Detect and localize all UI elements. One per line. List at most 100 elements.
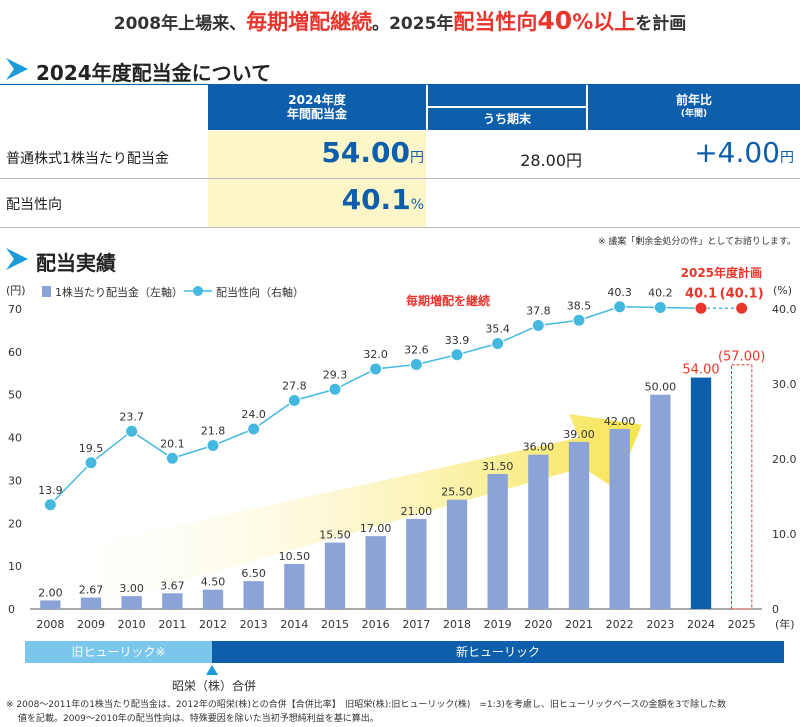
annual-dividend-number: 54.00 xyxy=(321,136,410,169)
x-tick-label: 2015 xyxy=(321,618,349,631)
x-tick-label: 2011 xyxy=(158,618,186,631)
payout-ratio-point xyxy=(84,456,98,470)
x-tick-label: 2024 xyxy=(687,618,715,631)
payout-ratio-point xyxy=(450,348,464,362)
bar xyxy=(446,499,468,609)
right-tick-label: 20.0 xyxy=(772,453,797,466)
bar-value-label: 50.00 xyxy=(645,381,677,394)
x-tick-label: 2016 xyxy=(362,618,390,631)
legend-line-marker xyxy=(193,286,203,296)
bar-value-label: 21.00 xyxy=(401,505,433,518)
x-tick-label: 2009 xyxy=(77,618,105,631)
row-label-dividend: 普通株式1株当たり配当金 xyxy=(6,151,169,167)
payout-ratio-point xyxy=(531,319,545,332)
headline-emphasis-4: %以上 xyxy=(572,10,636,34)
bar-value-label: 10.50 xyxy=(279,550,311,563)
x-tick-label: 2019 xyxy=(484,618,512,631)
payout-ratio-point xyxy=(369,362,383,376)
bar-value-label: 25.50 xyxy=(441,486,473,499)
headline: 2008年上場来、毎期増配継続。2025年配当性向40%以上を計画 xyxy=(0,6,800,36)
payout-unit: % xyxy=(410,197,424,213)
bar xyxy=(80,597,102,609)
bar xyxy=(365,536,386,609)
bar-value-label: 36.00 xyxy=(523,441,555,454)
bar-value-label: 42.00 xyxy=(604,415,636,428)
x-tick-label: 2012 xyxy=(199,618,227,631)
left-tick-label: 0 xyxy=(8,603,15,616)
payout-number: 40.1 xyxy=(341,183,411,216)
payout-ratio-point xyxy=(43,498,57,512)
bar-plan-2025 xyxy=(731,364,753,610)
payout-ratio-point xyxy=(572,313,586,327)
payout-ratio-label: 40.3 xyxy=(607,286,632,299)
header-annual-line2: 年間配当金 xyxy=(286,107,347,121)
row-label-payout: 配当性向 xyxy=(6,197,62,213)
bar xyxy=(528,454,549,609)
payout-ratio-label: 13.9 xyxy=(38,484,63,497)
right-tick-label: 30.0 xyxy=(772,378,797,391)
x-tick-label: 2021 xyxy=(565,618,593,631)
bar xyxy=(202,589,224,609)
header-annual-dividend: 2024年度 年間配当金 xyxy=(208,84,426,130)
bar-value-label: 15.50 xyxy=(319,529,351,542)
header-yoy-line2: (年間) xyxy=(680,109,708,119)
right-tick-label: 40.0 xyxy=(772,303,797,316)
right-axis-unit: (%) xyxy=(773,284,792,297)
bar xyxy=(243,581,264,609)
header-yoy: 前年比 (年間) xyxy=(588,84,800,130)
x-tick-label: 2022 xyxy=(606,618,634,631)
timeline-old-hulic: 旧ヒューリック※ xyxy=(25,641,212,663)
bar xyxy=(324,542,346,609)
payout-ratio-label: 40.1 xyxy=(685,286,717,301)
x-tick-label: 2010 xyxy=(118,618,146,631)
payout-ratio-point xyxy=(491,337,505,350)
x-tick-label: 2014 xyxy=(280,618,308,631)
bar-value-label: 54.00 xyxy=(682,363,719,378)
payout-ratio-line-2024 xyxy=(660,306,702,309)
payout-value: 40.1% xyxy=(208,183,424,216)
bar-value-label: 3.00 xyxy=(119,582,144,595)
payout-ratio-label: 38.5 xyxy=(567,299,592,312)
bar xyxy=(487,474,508,609)
section-title-dividend: 2024年度配当金について xyxy=(36,61,272,85)
annual-dividend-value: 54.00円 xyxy=(208,136,424,169)
left-tick-label: 50 xyxy=(8,389,22,402)
header-annual-line1: 2024年度 xyxy=(288,93,346,107)
right-tick-label: 10.0 xyxy=(772,528,797,541)
bar xyxy=(568,441,590,609)
growth-arrow xyxy=(30,414,642,607)
yoy-unit: 円 xyxy=(780,150,794,166)
payout-ratio-label: 32.0 xyxy=(363,348,388,361)
header-spacer xyxy=(428,84,586,106)
payout-ratio-point xyxy=(125,424,139,438)
merger-label: 昭栄（株）合併 xyxy=(172,679,257,693)
header-yoy-line1: 前年比 xyxy=(675,93,712,107)
headline-emphasis-2: 配当性向 xyxy=(453,10,538,34)
section-arrow-icon xyxy=(6,248,28,270)
payout-ratio-point xyxy=(694,301,708,315)
payout-ratio-label: 20.1 xyxy=(160,437,185,450)
left-tick-label: 20 xyxy=(8,517,22,530)
left-tick-label: 30 xyxy=(8,474,22,487)
term-end-value: 28.00円 xyxy=(520,151,582,170)
x-tick-label: 2023 xyxy=(646,618,674,631)
left-tick-label: 40 xyxy=(8,432,22,445)
payout-ratio-label: 27.8 xyxy=(282,380,307,393)
legend-line-label: 配当性向（右軸） xyxy=(216,285,304,299)
bar-value-label: 39.00 xyxy=(563,428,595,441)
payout-ratio-label: 21.8 xyxy=(201,425,226,438)
payout-ratio-label: 32.6 xyxy=(404,344,429,357)
table-row-divider xyxy=(0,178,800,179)
payout-ratio-point xyxy=(653,301,667,314)
bar-value-label: 31.50 xyxy=(482,460,514,473)
payout-ratio-point xyxy=(247,422,261,436)
legend-bar-label: 1株当たり配当金（左軸） xyxy=(55,285,183,299)
headline-part1: 2008年上場来、 xyxy=(113,14,247,34)
payout-ratio-point xyxy=(287,394,301,407)
payout-ratio-label: 37.8 xyxy=(526,305,551,318)
annotation-plan: 2025年度計画 xyxy=(681,265,762,280)
left-tick-label: 70 xyxy=(8,303,22,316)
x-tick-label: 2018 xyxy=(443,618,471,631)
payout-ratio-label: 35.4 xyxy=(485,323,510,336)
yoy-number: +4.00 xyxy=(694,136,780,169)
